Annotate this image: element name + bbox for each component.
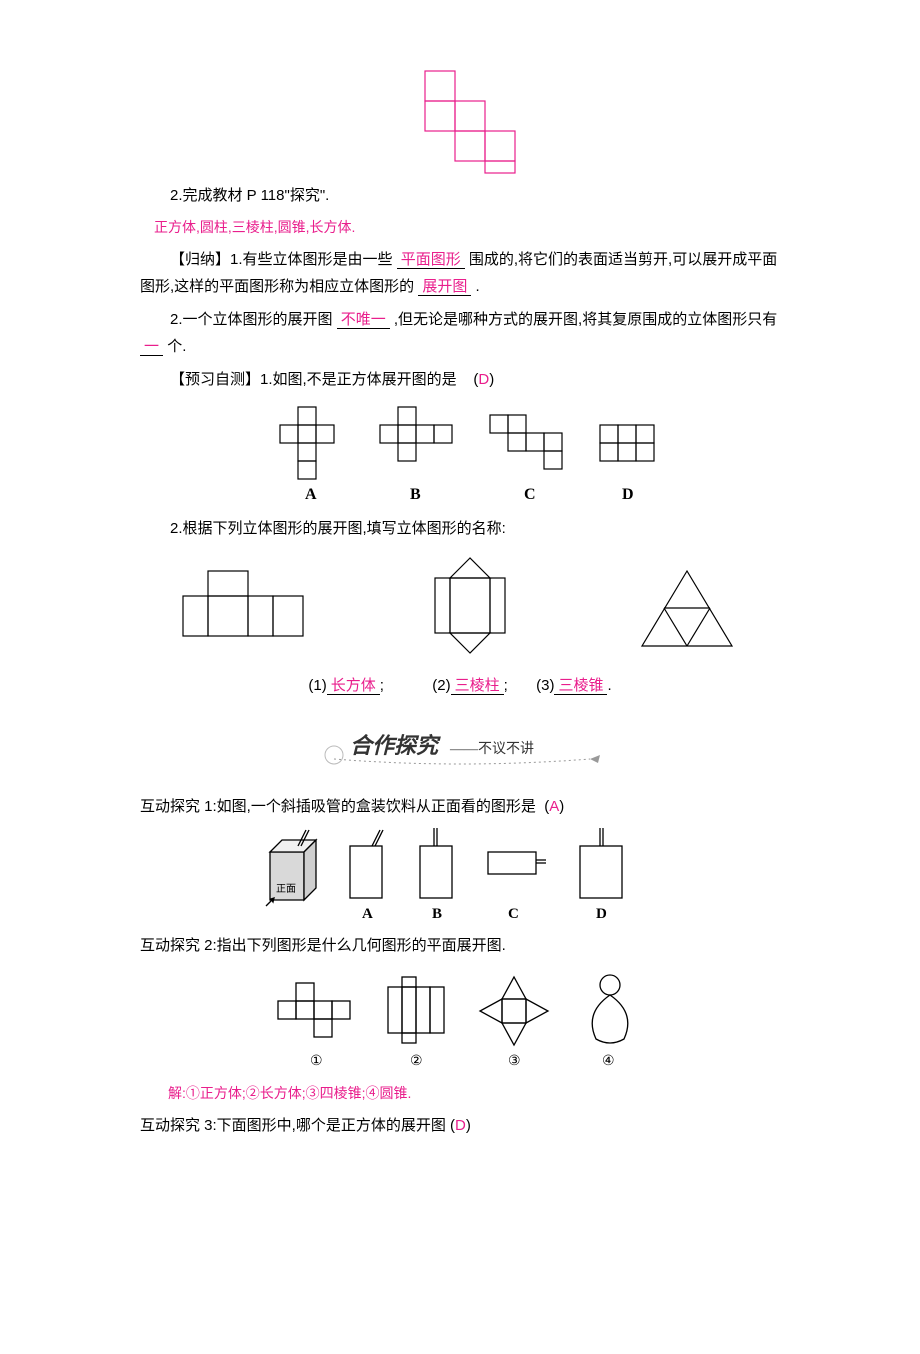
staircase-net-svg [385,66,535,176]
svg-text:A: A [305,486,317,503]
hudong1-label-row: 互动探究 1:如图,一个斜插吸管的盒装饮料从正面看的图形是 (A) [140,793,780,820]
top-net-figure [140,66,780,176]
svg-text:C: C [524,486,536,503]
hudong1-answer: A [549,798,559,815]
guina2-blank2: 一 [140,338,163,356]
guina1-tail: . [476,278,480,295]
guina-2: 2.一个立体图形的展开图 不唯一 ,但无论是哪种方式的展开图,将其复原围成的立体… [140,306,780,360]
svg-text:D: D [622,486,634,503]
hudong3-answer: D [455,1117,466,1134]
guina-1: 【归纳】1.有些立体图形是由一些 平面图形 围成的,将它们的表面适当剪开,可以展… [140,246,780,300]
banner-svg: 合作探究 ——不议不讲 [290,729,630,773]
guina1-blank2: 展开图 [418,278,471,296]
hudong3-label-row: 互动探究 3:下面图形中,哪个是正方体的展开图 (D) [140,1112,780,1139]
fill-ans-1: 长方体 [327,677,380,695]
svg-text:③: ③ [508,1052,521,1068]
svg-text:②: ② [410,1052,423,1068]
banner-title: 合作探究 [350,733,441,758]
guina2-mid: ,但无论是哪种方式的展开图,将其复原围成的立体图形只有 [394,311,777,328]
section-banner: 合作探究 ——不议不讲 [140,729,780,773]
svg-text:④: ④ [602,1052,615,1068]
guina1-blank1: 平面图形 [397,251,465,269]
svg-text:D: D [596,906,607,922]
guina2-lead: 2.一个立体图形的展开图 [170,311,333,328]
cuboid-net-svg [178,566,308,656]
pretest2-label: 2.根据下列立体图形的展开图,填写立体图形的名称: [140,515,780,542]
hudong2-answer: 解:①正方体;②长方体;③四棱锥;④圆锥. [168,1081,780,1106]
task2-answer: 正方体,圆柱,三棱柱,圆锥,长方体. [154,215,780,240]
pretest1-label: 【预习自测】1.如图,不是正方体展开图的是 [170,371,457,388]
pretest2-fill-row: (1)长方体; (2)三棱柱; (3)三棱锥. [140,672,780,699]
svg-text:C: C [508,906,519,922]
pretest1-answer: D [478,371,489,388]
fill-prefix-2: (2) [432,677,450,694]
guina1-lead: 【归纳】1.有些立体图形是由一些 [170,251,393,268]
hudong3-label: 互动探究 3:下面图形中,哪个是正方体的展开图 ( [140,1117,455,1134]
fill-ans-3: 三棱锥 [554,677,607,695]
fill-ans-2: 三棱柱 [451,677,504,695]
svg-text:正面: 正面 [276,884,296,895]
banner-sub: ——不议不讲 [449,741,534,757]
hudong3-tail: ) [466,1117,471,1134]
hudong1-label: 互动探究 1:如图,一个斜插吸管的盒装饮料从正面看的图形是 [140,798,536,815]
pretest1-svg: A B C D [240,399,680,509]
fill-prefix-1: (1) [308,677,326,694]
hudong1-figures: 正面 [140,826,780,926]
hudong2-label: 互动探究 2:指出下列图形是什么几何图形的平面展开图. [140,932,780,959]
svg-text:B: B [410,486,421,503]
triprism-net-svg [425,556,515,656]
svg-text:B: B [432,906,442,922]
pretest2-figures [140,550,780,662]
guina2-blank1: 不唯一 [337,311,390,329]
svg-text:①: ① [310,1052,323,1068]
hudong1-svg: 正面 [250,826,670,926]
pretest1-figures: A B C D [140,399,780,509]
task2-text: 2.完成教材 P 118"探究". [140,182,780,209]
fill-prefix-3: (3) [536,677,554,694]
hudong2-svg: ① ② ③ ④ [260,965,660,1075]
hudong2-figures: ① ② ③ ④ [140,965,780,1075]
pretest1-label-row: 【预习自测】1.如图,不是正方体展开图的是 (D) [140,366,780,393]
svg-text:A: A [362,906,373,922]
guina2-tail: 个. [167,338,186,355]
tetra-net-svg [632,566,742,656]
